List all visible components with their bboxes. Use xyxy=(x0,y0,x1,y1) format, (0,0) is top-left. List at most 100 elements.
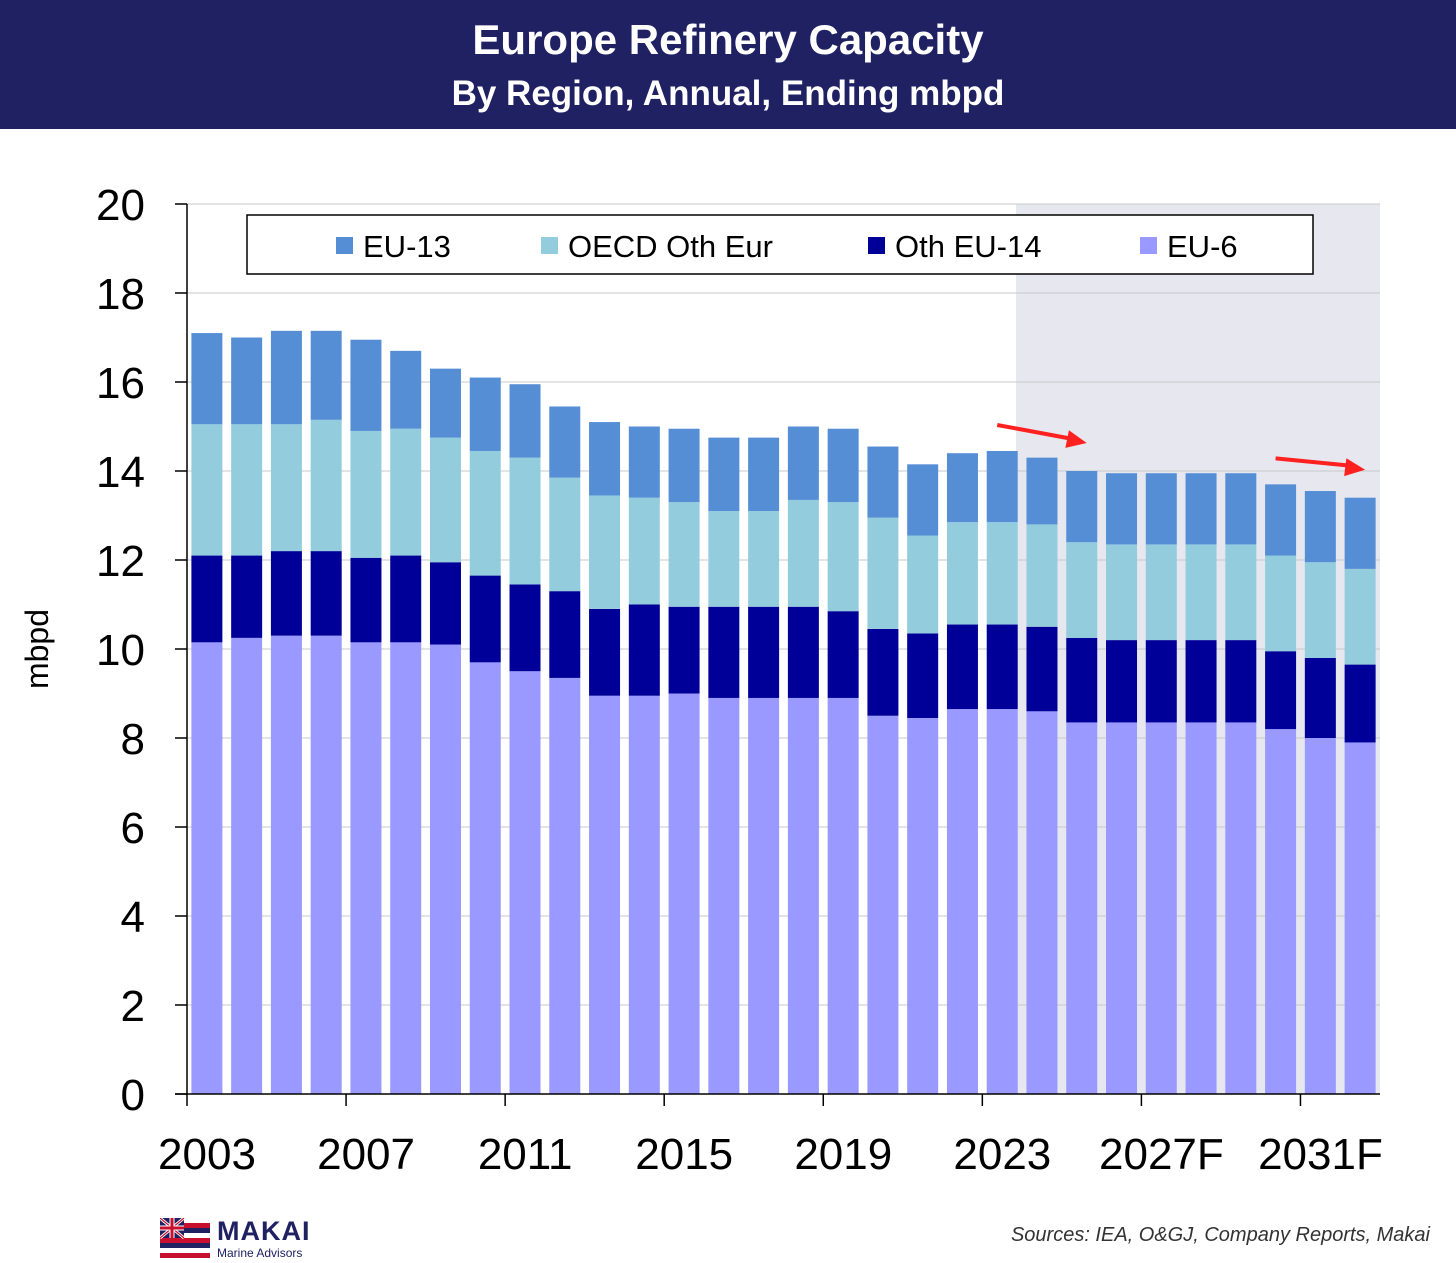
bar-oecd-oth-eur-2020 xyxy=(867,517,899,629)
bar-eu-13-2014 xyxy=(628,426,660,498)
bar-eu-6-2020 xyxy=(867,715,899,1094)
bar-eu-6-2007 xyxy=(350,642,382,1094)
bar-oecd-oth-eur-2008 xyxy=(390,428,422,556)
y-tick-label: 14 xyxy=(96,448,145,497)
bar-oecd-oth-eur-2006 xyxy=(310,419,342,552)
bar-oth-eu-14-2021 xyxy=(907,633,939,718)
chart-subtitle: By Region, Annual, Ending mbpd xyxy=(451,74,1005,113)
bar-eu-13-2032f xyxy=(1344,497,1376,569)
x-tick-label: 2011 xyxy=(478,1130,573,1179)
x-tick-label: 2003 xyxy=(158,1130,256,1179)
y-tick-label: 4 xyxy=(121,893,145,942)
bar-oecd-oth-eur-2009 xyxy=(429,437,461,563)
legend-swatch xyxy=(1140,237,1157,254)
x-tick-label: 2031F xyxy=(1258,1130,1383,1179)
bar-eu-13-2010 xyxy=(469,377,501,451)
chart-title: Europe Refinery Capacity xyxy=(472,16,984,63)
legend-label: Oth EU-14 xyxy=(895,229,1041,264)
bar-eu-6-2014 xyxy=(628,695,660,1094)
bar-eu-6-2004 xyxy=(231,637,263,1094)
bar-eu-6-2025 xyxy=(1066,722,1098,1094)
bar-eu-13-2006 xyxy=(310,330,342,420)
bar-eu-6-2027f xyxy=(1145,722,1177,1094)
bar-eu-6-2012 xyxy=(549,677,581,1094)
y-axis-title: mbpd xyxy=(19,609,55,689)
bar-eu-6-2013 xyxy=(589,695,621,1094)
bar-eu-13-2020 xyxy=(867,446,899,518)
y-tick-label: 8 xyxy=(121,715,145,764)
bar-oecd-oth-eur-2007 xyxy=(350,430,382,558)
bar-oecd-oth-eur-2021 xyxy=(907,535,939,634)
bar-eu-6-2029f xyxy=(1225,722,1257,1094)
bar-oecd-oth-eur-2014 xyxy=(628,497,660,605)
bar-oth-eu-14-2006 xyxy=(310,551,342,636)
bar-oecd-oth-eur-2032f xyxy=(1344,568,1376,665)
bar-oth-eu-14-2023 xyxy=(986,624,1018,710)
x-tick-label: 2015 xyxy=(635,1130,733,1179)
bar-eu-13-2017 xyxy=(748,437,780,512)
bar-oth-eu-14-2028f xyxy=(1185,640,1217,723)
chart-header: Europe Refinery Capacity By Region, Annu… xyxy=(0,0,1456,129)
bar-oth-eu-14-2019 xyxy=(827,611,859,698)
sources-note: Sources: IEA, O&GJ, Company Reports, Mak… xyxy=(1010,1224,1430,1246)
y-tick-label: 16 xyxy=(96,359,145,408)
bar-oth-eu-14-2012 xyxy=(549,591,581,678)
bar-eu-6-2008 xyxy=(390,642,422,1094)
bar-eu-13-2009 xyxy=(429,368,461,438)
bar-oecd-oth-eur-2018 xyxy=(787,499,819,607)
bar-eu-13-2008 xyxy=(390,350,422,429)
bar-eu-13-2019 xyxy=(827,428,859,503)
bar-eu-13-2024 xyxy=(1026,457,1058,525)
bar-oecd-oth-eur-2024 xyxy=(1026,524,1058,627)
legend-label: EU-6 xyxy=(1167,229,1238,264)
bar-oth-eu-14-2032f xyxy=(1344,664,1376,743)
bar-eu-13-2015 xyxy=(668,428,700,503)
bar-oth-eu-14-2026f xyxy=(1106,640,1138,723)
bar-oth-eu-14-2030f xyxy=(1265,651,1297,730)
bar-eu-6-2030f xyxy=(1265,729,1297,1094)
bar-oth-eu-14-2017 xyxy=(748,606,780,698)
bar-eu-6-2021 xyxy=(907,717,939,1094)
bar-oth-eu-14-2007 xyxy=(350,557,382,643)
bar-oecd-oth-eur-2022 xyxy=(946,522,978,625)
y-tick-label: 10 xyxy=(96,626,145,675)
bar-oecd-oth-eur-2023 xyxy=(986,522,1018,625)
bar-eu-13-2027f xyxy=(1145,473,1177,545)
bar-oth-eu-14-2011 xyxy=(509,584,541,672)
bar-oecd-oth-eur-2015 xyxy=(668,502,700,607)
legend-swatch xyxy=(541,237,558,254)
bar-oecd-oth-eur-2031f xyxy=(1304,562,1336,658)
y-tick-label: 18 xyxy=(96,270,145,319)
bar-oecd-oth-eur-2011 xyxy=(509,457,541,585)
bar-oth-eu-14-2018 xyxy=(787,606,819,698)
bar-oecd-oth-eur-2027f xyxy=(1145,544,1177,641)
annotation-arrow-shaft xyxy=(996,423,1074,441)
bar-eu-6-2023 xyxy=(986,709,1018,1094)
makai-logo: MAKAI Marine Advisors xyxy=(159,1216,360,1262)
bar-oecd-oth-eur-2030f xyxy=(1265,555,1297,652)
bar-eu-6-2009 xyxy=(429,644,461,1094)
bar-eu-13-2011 xyxy=(509,384,541,458)
bar-oth-eu-14-2008 xyxy=(390,555,422,643)
bar-oecd-oth-eur-2004 xyxy=(231,424,263,556)
bar-eu-13-2028f xyxy=(1185,473,1217,545)
bar-oth-eu-14-2004 xyxy=(231,555,263,638)
bar-eu-6-2016 xyxy=(708,697,740,1094)
bar-eu-6-2005 xyxy=(270,635,302,1094)
bar-oecd-oth-eur-2012 xyxy=(549,477,581,592)
bar-eu-13-2012 xyxy=(549,406,581,478)
bar-eu-6-2017 xyxy=(748,697,780,1094)
y-tick-label: 6 xyxy=(121,804,145,853)
bar-eu-13-2031f xyxy=(1304,491,1336,563)
bar-oth-eu-14-2003 xyxy=(191,555,223,643)
bar-eu-6-2026f xyxy=(1106,722,1138,1094)
bar-eu-6-2028f xyxy=(1185,722,1217,1094)
bar-eu-6-2011 xyxy=(509,671,541,1094)
logo-subtitle: Marine Advisors xyxy=(217,1246,303,1260)
bar-oecd-oth-eur-2005 xyxy=(270,424,302,552)
x-tick-label: 2027F xyxy=(1099,1130,1224,1179)
bar-oecd-oth-eur-2028f xyxy=(1185,544,1217,641)
bar-eu-6-2031f xyxy=(1304,738,1336,1094)
legend-swatch xyxy=(336,237,353,254)
